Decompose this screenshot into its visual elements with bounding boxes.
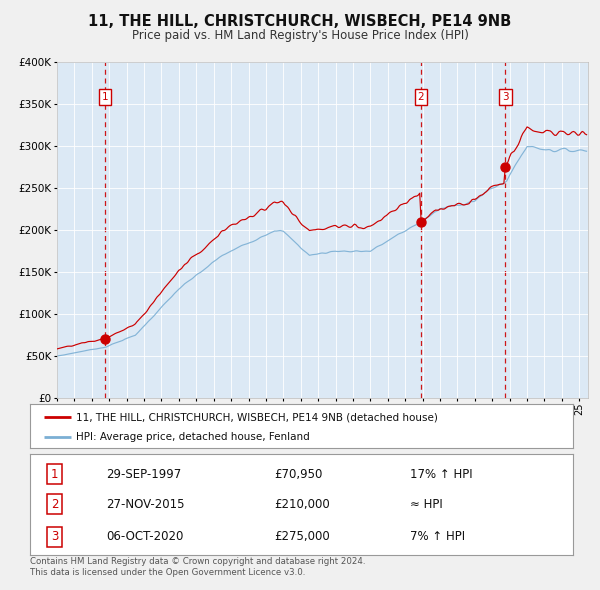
Text: 2: 2 (418, 92, 424, 102)
Text: 11, THE HILL, CHRISTCHURCH, WISBECH, PE14 9NB: 11, THE HILL, CHRISTCHURCH, WISBECH, PE1… (88, 14, 512, 30)
Text: £210,000: £210,000 (274, 498, 330, 511)
Text: HPI: Average price, detached house, Fenland: HPI: Average price, detached house, Fenl… (76, 432, 310, 442)
Text: 1: 1 (101, 92, 108, 102)
Text: £275,000: £275,000 (274, 530, 330, 543)
Text: 29-SEP-1997: 29-SEP-1997 (106, 468, 181, 481)
Text: 06-OCT-2020: 06-OCT-2020 (106, 530, 184, 543)
Text: Contains HM Land Registry data © Crown copyright and database right 2024.: Contains HM Land Registry data © Crown c… (30, 557, 365, 566)
Text: 11, THE HILL, CHRISTCHURCH, WISBECH, PE14 9NB (detached house): 11, THE HILL, CHRISTCHURCH, WISBECH, PE1… (76, 412, 438, 422)
Text: Price paid vs. HM Land Registry's House Price Index (HPI): Price paid vs. HM Land Registry's House … (131, 29, 469, 42)
Text: 3: 3 (502, 92, 509, 102)
Text: 3: 3 (51, 530, 58, 543)
Text: 27-NOV-2015: 27-NOV-2015 (106, 498, 185, 511)
Text: 7% ↑ HPI: 7% ↑ HPI (410, 530, 465, 543)
Text: 2: 2 (50, 498, 58, 511)
Text: 1: 1 (50, 468, 58, 481)
Text: £70,950: £70,950 (274, 468, 323, 481)
Text: 17% ↑ HPI: 17% ↑ HPI (410, 468, 473, 481)
Text: This data is licensed under the Open Government Licence v3.0.: This data is licensed under the Open Gov… (30, 568, 305, 576)
Text: ≈ HPI: ≈ HPI (410, 498, 443, 511)
